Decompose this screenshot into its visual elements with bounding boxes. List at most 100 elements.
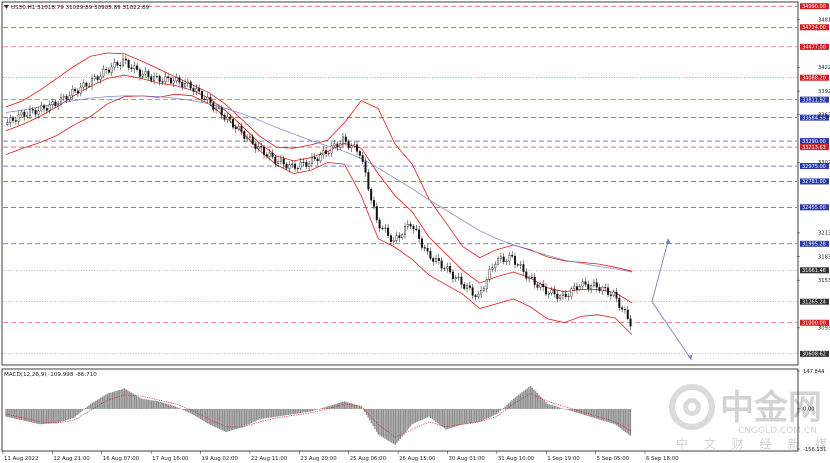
level-label: 32455.00 — [802, 205, 826, 211]
candle-body — [99, 76, 102, 80]
x-tick-label: 1 Sep 19:00 — [547, 456, 580, 462]
candle-body — [505, 260, 508, 262]
macd-bar — [540, 396, 542, 409]
macd-bar — [511, 400, 513, 409]
watermark-brand: 中金网 — [720, 388, 822, 428]
candle-body — [71, 88, 74, 96]
macd-bar — [445, 408, 447, 430]
candle-body — [124, 58, 127, 61]
macd-bar — [30, 408, 33, 423]
macd-bar — [309, 408, 312, 412]
macd-bar — [311, 408, 314, 411]
macd-bar — [227, 408, 229, 432]
macd-bar — [299, 408, 302, 414]
macd-bar — [174, 406, 176, 409]
candle-body — [23, 111, 26, 117]
macd-bar — [56, 408, 58, 424]
macd-bar — [139, 397, 141, 409]
macd-bar — [39, 408, 41, 425]
macd-bar — [301, 408, 303, 413]
macd-bar — [46, 408, 48, 424]
level-label-box — [800, 144, 829, 151]
macd-bar — [162, 402, 165, 409]
level-label-box — [800, 163, 829, 170]
macd-bar — [494, 408, 496, 415]
candle-body — [271, 152, 274, 157]
macd-bar — [529, 385, 532, 409]
macd-bar — [7, 408, 9, 418]
macd-bar — [221, 408, 224, 431]
candle-body — [181, 81, 184, 87]
projection-arrows — [651, 238, 692, 361]
candle-body — [522, 264, 525, 272]
macd-bar — [489, 408, 491, 418]
candle-body — [404, 226, 407, 235]
macd-bar — [599, 408, 601, 420]
candle-body — [319, 154, 322, 162]
macd-bar — [17, 408, 19, 420]
macd-bar — [490, 408, 493, 417]
macd-bar — [211, 408, 214, 426]
macd-bar — [414, 408, 417, 423]
macd-label: MACD(12,26,9) -109.998 -86.710 — [4, 372, 97, 378]
macd-bar — [198, 408, 200, 419]
macd-bar — [47, 408, 50, 424]
candle-body — [406, 224, 409, 227]
candle-body — [85, 82, 88, 87]
candle-body — [358, 151, 361, 156]
candle-body — [415, 228, 418, 231]
macd-bar — [536, 393, 539, 409]
price-panel[interactable]: US30.H1 31018.79 31029.89 30985.89 31022… — [1, 1, 799, 366]
macd-bar — [330, 405, 332, 409]
candle-body — [364, 161, 367, 173]
macd-bar — [387, 408, 390, 441]
macd-bar — [101, 396, 104, 409]
level-label-box — [800, 204, 829, 211]
candle-body — [130, 67, 133, 70]
candle-body — [581, 281, 584, 287]
macd-bar — [42, 408, 45, 425]
x-tick-label: 30 Aug 01:00 — [448, 456, 485, 462]
macd-bar — [186, 408, 188, 412]
macd-bar — [93, 401, 95, 409]
macd-bar — [172, 405, 175, 409]
macd-bar — [337, 403, 339, 409]
macd-bar — [375, 408, 378, 432]
macd-bar — [372, 408, 374, 427]
level-label-box — [800, 24, 829, 31]
candle-body — [494, 263, 497, 268]
candle-body — [43, 105, 46, 109]
macd-bar — [589, 408, 591, 417]
macd-bar — [108, 393, 111, 409]
macd-bar — [611, 408, 613, 424]
macd-bar — [220, 408, 222, 430]
macd-bar — [247, 408, 249, 425]
macd-bar — [230, 408, 232, 431]
candle-body — [542, 283, 545, 288]
macd-bar — [616, 408, 618, 426]
macd-panel[interactable]: MACD(12,26,9) -109.998 -86.710 147.844 0.… — [1, 368, 826, 453]
macd-bar — [370, 408, 373, 424]
candle-body — [107, 69, 110, 73]
candle-body — [347, 141, 350, 148]
macd-bar — [472, 408, 474, 423]
macd-bar — [452, 408, 454, 428]
macd-bar — [453, 408, 456, 427]
candle-body — [164, 76, 167, 83]
macd-bar — [628, 408, 630, 435]
macd-bar — [411, 408, 413, 425]
macd-bar — [105, 394, 107, 409]
macd-bar — [164, 403, 166, 409]
macd-bar — [69, 408, 72, 419]
candle-body — [435, 258, 438, 262]
candle-body — [169, 77, 172, 84]
macd-bar — [600, 408, 603, 421]
x-tick-label: 26 Aug 15:00 — [399, 456, 436, 462]
macd-bar — [150, 400, 153, 409]
candle-body — [54, 101, 57, 107]
candle-body — [147, 71, 150, 77]
macd-bar — [44, 408, 46, 424]
candle-body — [511, 254, 514, 257]
candle-body — [184, 82, 187, 87]
candle-body — [37, 110, 40, 115]
